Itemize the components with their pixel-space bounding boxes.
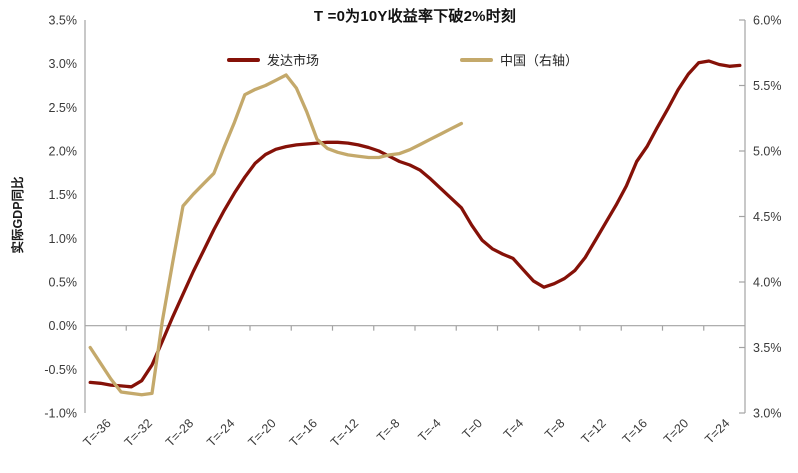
right-axis-tick-label: 3.5% xyxy=(753,341,782,355)
left-axis-tick-label: 3.5% xyxy=(49,14,78,28)
left-axis-tick-label: -0.5% xyxy=(44,363,77,377)
left-axis-title: 实际GDP同比 xyxy=(11,176,25,254)
left-axis-tick-label: 1.0% xyxy=(49,232,78,246)
x-axis-tick-label: T=-16 xyxy=(287,416,320,449)
x-axis-tick-label: T=12 xyxy=(578,416,608,446)
left-axis-tick-label: 0.0% xyxy=(49,319,78,333)
left-axis-tick-label: 3.0% xyxy=(49,57,78,71)
right-axis-tick-label: 4.5% xyxy=(753,210,782,224)
china-legend-label: 中国（右轴） xyxy=(500,53,579,68)
x-axis-tick-label: T=-32 xyxy=(122,416,155,449)
left-axis-tick-label: 1.5% xyxy=(49,188,78,202)
developed-markets-legend-label: 发达市场 xyxy=(267,53,320,68)
x-axis-tick-label: T=-4 xyxy=(415,416,443,444)
left-axis-tick-label: 2.0% xyxy=(49,145,78,159)
developed-markets-line-swatch xyxy=(227,57,260,62)
legend-item-developed-markets: 发达市场 xyxy=(227,52,320,68)
x-axis-tick-label: T=20 xyxy=(661,416,691,446)
x-axis-tick-label: T=-20 xyxy=(246,416,279,449)
x-axis-tick-label: T=4 xyxy=(501,416,526,441)
left-axis-tick-label: 0.5% xyxy=(49,276,78,290)
legend-item-china: 中国（右轴） xyxy=(460,52,579,68)
x-axis-tick-label: T=-28 xyxy=(163,416,196,449)
x-axis-tick-label: T=16 xyxy=(620,416,650,446)
china-line-swatch xyxy=(460,57,493,62)
right-axis-tick-label: 4.0% xyxy=(753,276,782,290)
x-axis-tick-label: T=-8 xyxy=(374,416,402,444)
x-axis-tick-label: T=-24 xyxy=(204,416,237,449)
x-axis-tick-label: T=0 xyxy=(460,416,485,441)
series-line-developed-markets xyxy=(88,59,742,389)
left-axis-tick-label: -1.0% xyxy=(44,407,77,421)
chart-title: T =0为10Y收益率下破2%时刻 xyxy=(313,8,517,25)
x-axis-tick-label: T=8 xyxy=(542,416,567,441)
x-axis-tick-label: T=24 xyxy=(702,416,732,446)
x-axis-tick-label: T=-36 xyxy=(81,416,114,449)
x-axis-tick-label: T=-12 xyxy=(328,416,361,449)
right-axis-tick-label: 5.5% xyxy=(753,79,782,93)
right-axis-tick-label: 6.0% xyxy=(753,14,782,28)
right-axis-tick-label: 5.0% xyxy=(753,145,782,159)
series-line-china xyxy=(88,73,464,397)
left-axis-tick-label: 2.5% xyxy=(49,101,78,115)
right-axis-tick-label: 3.0% xyxy=(753,407,782,421)
